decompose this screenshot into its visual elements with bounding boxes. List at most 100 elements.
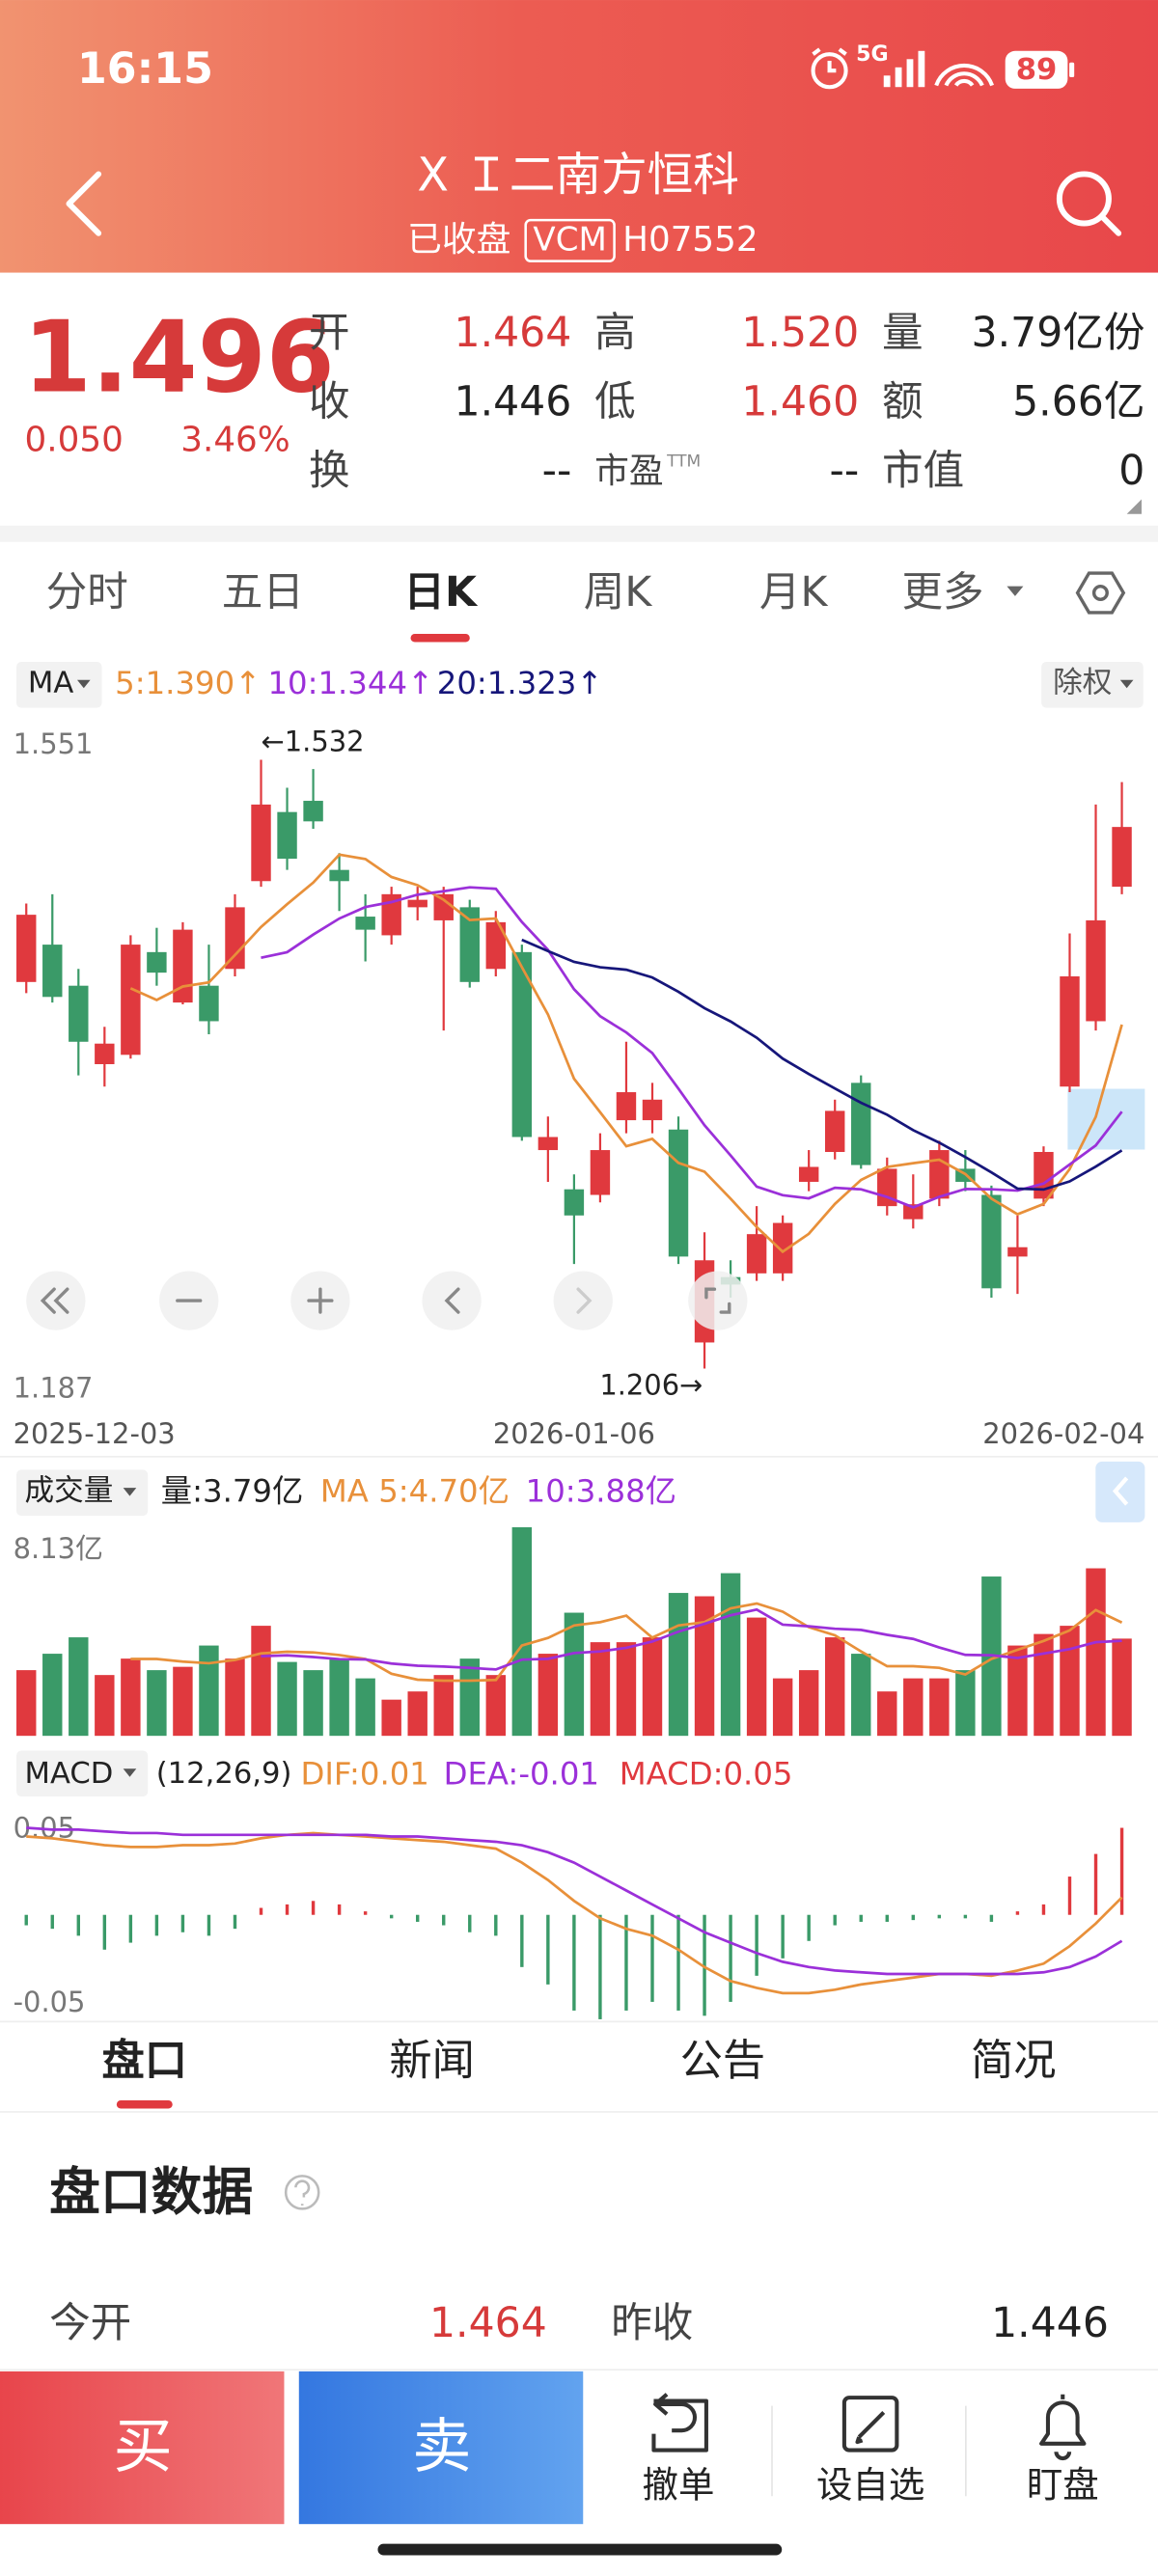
collapse-button[interactable] — [1095, 1461, 1145, 1522]
macd-bar — [259, 1907, 263, 1915]
volume-bar — [929, 1678, 950, 1737]
candle-body — [277, 811, 297, 860]
volume-bar — [381, 1699, 401, 1737]
macd-bar — [337, 1904, 342, 1915]
action-label[interactable]: 设自选 — [816, 2463, 924, 2506]
volume-bar — [955, 1670, 976, 1737]
buy-label[interactable]: 买 — [113, 2413, 172, 2481]
field-sup: TTM — [666, 452, 701, 471]
volume-bar — [903, 1678, 924, 1737]
settings-button[interactable] — [1075, 571, 1126, 615]
ma-line — [129, 853, 1123, 1254]
high-label: ←1.532 — [262, 726, 365, 758]
candle-body — [772, 1222, 793, 1274]
buy-button[interactable] — [0, 2370, 285, 2525]
search-button[interactable] — [1056, 171, 1122, 236]
macd-bar — [729, 1914, 732, 2002]
macd-bar — [1015, 1911, 1020, 1915]
macd-bar — [285, 1904, 290, 1915]
back-button[interactable] — [66, 171, 102, 236]
bell-icon[interactable] — [1039, 2394, 1087, 2461]
bottom-tab[interactable]: 新闻 — [389, 2037, 475, 2086]
stock-name: X Ｉ二南方恒科 — [417, 150, 739, 203]
bottom-tab[interactable]: 公告 — [680, 2037, 766, 2086]
macd-bar — [807, 1914, 811, 1941]
prev-button[interactable] — [422, 1271, 482, 1330]
macd-bar — [989, 1914, 994, 1922]
macd-bar — [50, 1914, 54, 1930]
candle-body — [459, 907, 480, 982]
next-button[interactable] — [553, 1271, 613, 1330]
volume-bar — [538, 1654, 559, 1737]
tag-box — [524, 218, 616, 262]
volume-label: 量:3.79亿 — [161, 1473, 304, 1510]
field-value: 0 — [1118, 448, 1144, 495]
volume-chart: 8.13亿 — [14, 1527, 1132, 1737]
volume-bar — [824, 1637, 845, 1737]
ma-selector[interactable] — [16, 661, 102, 708]
sell-label[interactable]: 卖 — [412, 2413, 471, 2481]
macd-bar — [1093, 1853, 1098, 1915]
volume-bar — [720, 1573, 741, 1737]
tab[interactable]: 日K — [403, 569, 479, 617]
macd-bar — [24, 1914, 28, 1926]
ma-label: 5:1.390↑ — [115, 665, 261, 701]
volume-bar — [147, 1670, 167, 1737]
macd-bar — [468, 1914, 472, 1932]
macd-bar — [781, 1914, 785, 1959]
macd-bar — [442, 1914, 446, 1926]
volume-title: 成交量 — [25, 1474, 114, 1508]
macd-chart: 0.05-0.05 — [14, 1812, 1124, 2019]
help-icon[interactable] — [284, 2175, 320, 2210]
adjust-label[interactable]: 除权 — [1053, 667, 1112, 700]
ma-label: 20:1.323↑ — [437, 665, 603, 701]
candle-body — [851, 1082, 871, 1165]
tab[interactable]: 更多 — [901, 569, 983, 617]
volume-bar — [69, 1637, 89, 1737]
price: 1.496 — [23, 301, 335, 416]
volume-bar — [851, 1654, 871, 1737]
macd-bar — [389, 1914, 394, 1919]
collapse-glyph — [1112, 1476, 1129, 1506]
volume-bar — [199, 1645, 219, 1737]
candle-body — [381, 893, 401, 936]
cancel-icon[interactable] — [651, 2393, 708, 2453]
volume-bar — [1086, 1568, 1106, 1737]
fullscreen-button[interactable] — [688, 1271, 748, 1330]
volume-bar — [121, 1658, 141, 1737]
chart-controls — [26, 1271, 748, 1330]
volume-bar — [511, 1527, 533, 1737]
action-label[interactable]: 盯盘 — [1027, 2463, 1099, 2506]
macd-selector[interactable] — [16, 1750, 149, 1797]
tab[interactable]: 周K — [584, 569, 653, 617]
field-value: 1.460 — [741, 379, 859, 426]
y-tick-label: 1.551 — [14, 727, 94, 760]
adjust-button[interactable] — [1041, 661, 1144, 708]
bottom-tab[interactable]: 盘口 — [102, 2037, 188, 2086]
tab[interactable]: 月K — [759, 569, 829, 617]
volume-selector[interactable] — [16, 1469, 149, 1517]
action-label[interactable]: 撤单 — [643, 2463, 715, 2506]
y-tick-label: 8.13亿 — [14, 1532, 103, 1565]
field-value: 5.66亿 — [1012, 379, 1144, 426]
candle-body — [95, 1043, 115, 1064]
dea-line — [26, 1826, 1123, 1976]
volume-dropdown — [123, 1488, 137, 1496]
tab[interactable]: 分时 — [46, 569, 128, 617]
market-status: 已收盘 — [407, 220, 510, 260]
watchlist-icon[interactable] — [841, 2396, 899, 2453]
candle-body — [121, 945, 141, 1055]
candle-body — [538, 1137, 559, 1151]
sell-button[interactable] — [298, 2370, 584, 2525]
tab[interactable]: 五日 — [222, 569, 304, 617]
candle-body — [147, 951, 167, 973]
field-value: -- — [542, 448, 572, 495]
macd-bar — [180, 1914, 185, 1932]
volume-bar — [303, 1670, 323, 1737]
macd-dropdown — [123, 1768, 137, 1777]
bottom-tab[interactable]: 简况 — [971, 2037, 1057, 2086]
volume-bar — [877, 1691, 897, 1737]
macd-bar — [546, 1914, 550, 1985]
field-value: 1.446 — [455, 379, 572, 426]
macd-bar — [1119, 1827, 1124, 1915]
